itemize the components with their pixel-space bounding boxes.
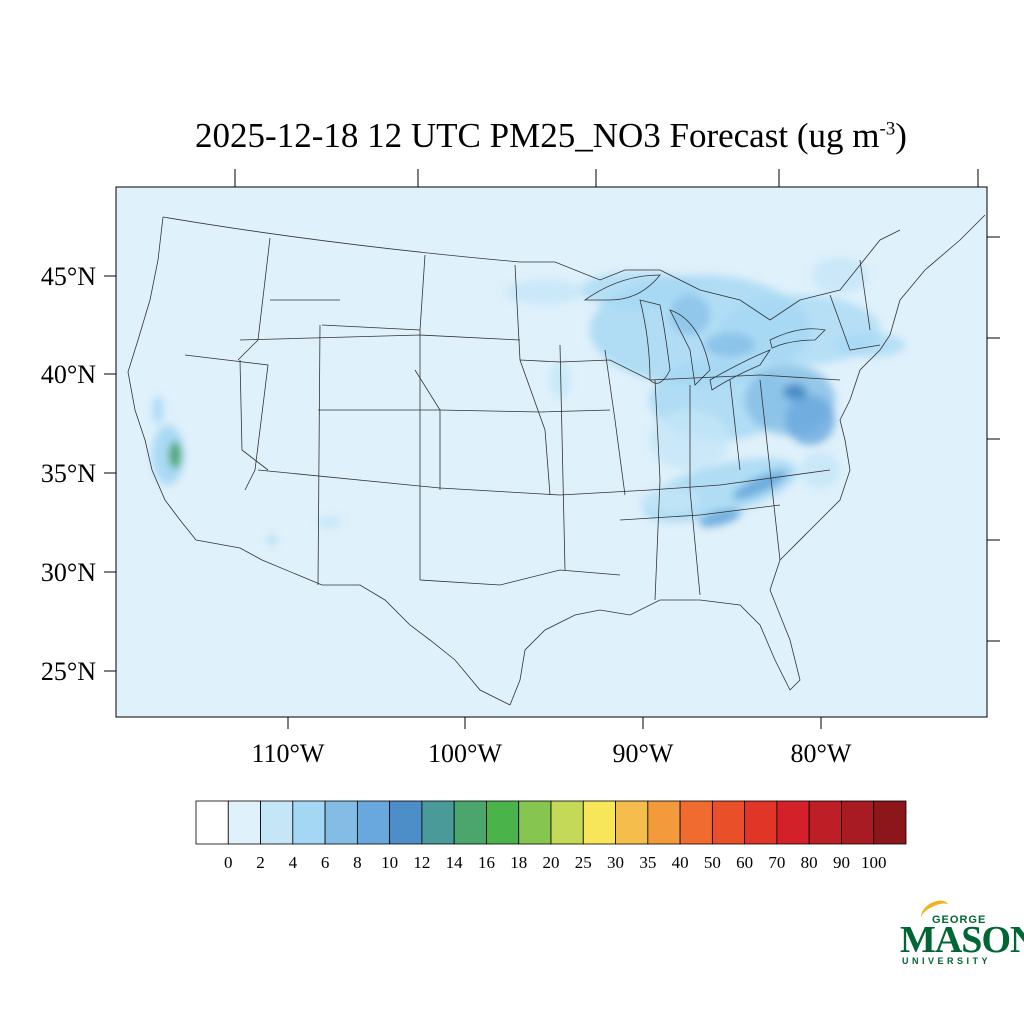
colorbar-label: 25 (575, 853, 592, 872)
colorbar-label: 40 (672, 853, 689, 872)
colorbar-label: 0 (224, 853, 233, 872)
lon-label-100w: 100°W (428, 739, 502, 768)
concentration-field (152, 257, 905, 544)
lat-label-40n: 40°N (41, 360, 96, 389)
colorbar-label: 14 (446, 853, 464, 872)
colorbar-swatch (453, 800, 487, 845)
title-main: 2025-12-18 12 UTC PM25_NO3 Forecast (ug … (195, 116, 880, 155)
colorbar-swatch (744, 800, 778, 845)
gmu-logo: GEORGE MASON UNIVERSITY (896, 897, 1024, 970)
colorbar-label: 12 (413, 853, 430, 872)
colorbar-swatch (260, 800, 294, 845)
colorbar-label: 16 (478, 853, 495, 872)
colorbar-label: 90 (833, 853, 850, 872)
title-superscript: -3 (879, 118, 896, 140)
colorbar-swatch (518, 800, 552, 845)
colorbar-label: 18 (510, 853, 527, 872)
colorbar-label: 4 (289, 853, 298, 872)
colorbar-swatch (389, 800, 423, 845)
colorbar-swatch (841, 800, 875, 845)
colorbar-label: 35 (639, 853, 656, 872)
lon-label-90w: 90°W (613, 739, 674, 768)
colorbar-swatch (324, 800, 358, 845)
title-close: ) (895, 116, 907, 155)
boundary-lines (127, 214, 986, 706)
map-frame (115, 186, 988, 718)
colorbar-label: 20 (543, 853, 560, 872)
colorbar-swatch (808, 800, 842, 845)
lat-label-35n: 35°N (41, 459, 96, 488)
colorbar-swatch (227, 800, 261, 845)
lat-label-25n: 25°N (41, 657, 96, 686)
colorbar-swatch (647, 800, 681, 845)
lat-label-30n: 30°N (41, 558, 96, 587)
colorbar-swatch (873, 800, 907, 845)
logo-line2: MASON (900, 919, 1024, 961)
colorbar-label: 80 (801, 853, 818, 872)
colorbar-label: 2 (256, 853, 265, 872)
colorbar-label: 70 (768, 853, 785, 872)
colorbar-swatch (356, 800, 391, 845)
colorbar-swatch (486, 800, 520, 845)
colorbar: 0 2 4 6 8 10 12 14 16 18 20 25 30 35 40 50 60 70 80 90 100 (195, 800, 907, 872)
chart-title: 2025-12-18 12 UTC PM25_NO3 Forecast (ug … (0, 116, 1024, 156)
logo-line3: UNIVERSITY (902, 956, 992, 966)
colorbar-swatch (582, 800, 616, 845)
colorbar-swatch (421, 800, 455, 845)
colorbar-label: 8 (353, 853, 362, 872)
tick-marks (104, 169, 1000, 729)
colorbar-label: 10 (381, 853, 398, 872)
colorbar-swatch (615, 800, 649, 845)
colorbar-swatch (195, 800, 229, 845)
colorbar-label: 50 (704, 853, 721, 872)
colorbar-swatch (776, 800, 810, 845)
colorbar-swatch (550, 800, 584, 845)
colorbar-swatch (292, 800, 326, 845)
colorbar-label: 60 (736, 853, 753, 872)
lon-label-80w: 80°W (791, 739, 852, 768)
logo-line1: GEORGE (932, 914, 987, 926)
lon-label-110w: 110°W (252, 739, 325, 768)
colorbar-label: 100 (861, 853, 887, 872)
colorbar-label: 30 (607, 853, 624, 872)
lat-label-45n: 45°N (41, 262, 96, 291)
colorbar-swatch (711, 800, 746, 845)
colorbar-label: 6 (321, 853, 330, 872)
colorbar-swatch (679, 800, 713, 845)
